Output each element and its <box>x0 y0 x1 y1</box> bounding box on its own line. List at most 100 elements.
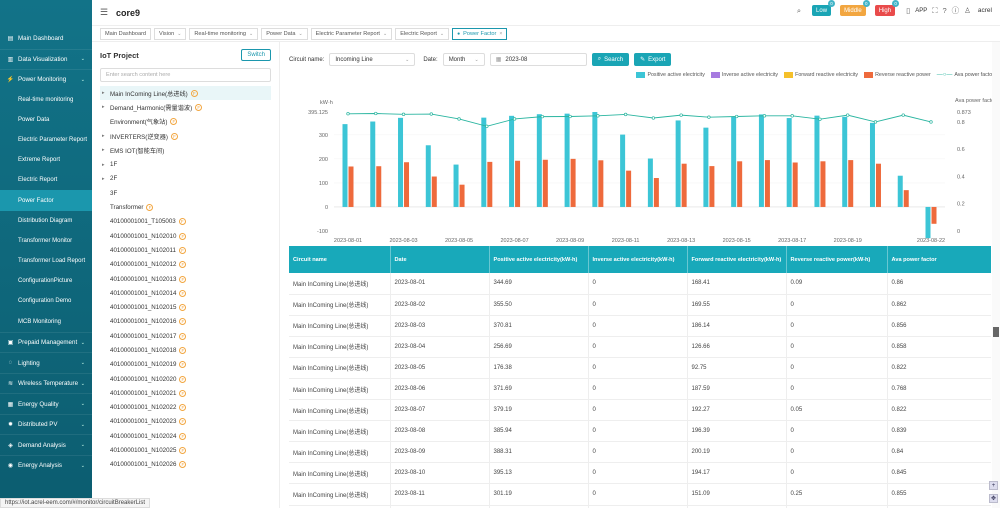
table-row[interactable]: Main InComing Line(总进线) 2023-08-02 355.50 0… <box>289 294 991 316</box>
legend-item[interactable]: Forward reactive electricity <box>784 72 858 78</box>
tab[interactable]: ● Power Factor × <box>452 27 508 40</box>
power-factor-point[interactable] <box>762 114 767 118</box>
bar[interactable] <box>764 160 770 207</box>
sidebar-item[interactable]: ✹ Distributed PV ⌄ <box>0 413 92 435</box>
power-factor-point[interactable] <box>679 113 683 117</box>
power-factor-point[interactable] <box>846 113 850 117</box>
sidebar-subitem[interactable]: Power Data <box>0 110 92 130</box>
tree-node[interactable]: 40100001001_N102015 F <box>100 300 271 314</box>
power-factor-point[interactable] <box>568 114 572 119</box>
tree-node[interactable]: 40100001001_N102020 F <box>100 372 271 386</box>
table-row[interactable]: Main InComing Line(总进线) 2023-08-01 344.69 0… <box>289 273 991 295</box>
bar[interactable] <box>592 111 598 207</box>
power-factor-point[interactable] <box>457 117 461 121</box>
tree-node[interactable]: ▸ Main InComing Line(总进线) F <box>100 86 271 101</box>
tree-node[interactable]: 40100001001_N102022 F <box>100 401 271 415</box>
tree-node[interactable]: 40100001001_N102016 F <box>100 315 271 329</box>
sidebar-item[interactable]: ▤ Main Dashboard <box>0 28 92 49</box>
sidebar-subitem[interactable]: Transformer Monitor <box>0 231 92 251</box>
expand-arrow-icon[interactable]: ▸ <box>102 90 105 97</box>
expand-arrow-icon[interactable]: ▸ <box>102 175 105 182</box>
sidebar-item[interactable]: ◉ Energy Analysis ⌄ <box>0 454 92 476</box>
bar[interactable] <box>598 160 604 207</box>
tree-node[interactable]: 40100001001_N102019 F <box>100 358 271 372</box>
hamburger-menu-icon[interactable]: ☰ <box>100 7 109 17</box>
sidebar-subitem[interactable]: MCB Monitoring <box>0 312 92 332</box>
bar[interactable] <box>737 161 743 207</box>
power-factor-point[interactable] <box>873 120 878 124</box>
table-row[interactable]: Main InComing Line(总进线) 2023-08-04 256.69 0… <box>289 336 991 358</box>
table-row[interactable]: Main InComing Line(总进线)2023-08-12201.630… <box>289 505 991 508</box>
phone-icon[interactable]: ▯ <box>906 6 911 15</box>
sidebar-subitem[interactable]: Electric Parameter Report <box>0 130 92 150</box>
tree-node[interactable]: 3F <box>100 186 271 200</box>
page-scrollbar[interactable] <box>992 42 1000 508</box>
bar[interactable] <box>842 116 848 207</box>
bar[interactable] <box>376 166 382 207</box>
tree-node[interactable]: 40100001001_N102021 F <box>100 386 271 400</box>
power-factor-point[interactable] <box>818 117 822 121</box>
tree-node[interactable]: Transformer F <box>100 200 271 214</box>
info-icon[interactable]: ⓘ <box>951 6 960 15</box>
tree-node[interactable]: 40100001001_N102014 F <box>100 286 271 300</box>
expand-arrow-icon[interactable]: ▸ <box>102 104 105 111</box>
tab[interactable]: Power Data ⌄ <box>261 27 308 40</box>
shirt-icon[interactable]: ♙ <box>964 6 971 15</box>
bar[interactable] <box>931 206 937 224</box>
bar[interactable] <box>570 158 576 207</box>
tree-node[interactable]: ▸ Demand_Harmonic(需量谐波) F <box>100 100 271 114</box>
table-row[interactable]: Main InComing Line(总进线) 2023-08-11 301.19 0… <box>289 483 991 506</box>
bar[interactable] <box>709 166 715 207</box>
power-factor-point[interactable] <box>540 114 544 119</box>
sidebar-subitem[interactable]: Extreme Report <box>0 150 92 170</box>
tab[interactable]: Main Dashboard <box>100 27 152 40</box>
tab[interactable]: Real-time monitoring ⌄ <box>189 27 259 40</box>
user-name[interactable]: acrel <box>977 7 992 14</box>
power-factor-point[interactable] <box>401 112 406 116</box>
help-icon[interactable]: ? <box>942 6 947 15</box>
sidebar-item[interactable]: ◌ Lighting ⌄ <box>0 352 92 373</box>
table-header-cell[interactable]: Date <box>390 246 490 273</box>
bar[interactable] <box>820 161 826 207</box>
sidebar-item[interactable]: ▦ Energy Quality ⌄ <box>0 393 92 414</box>
bar[interactable] <box>425 145 431 207</box>
bar[interactable] <box>542 159 548 207</box>
fullscreen-icon[interactable]: ⛶ <box>932 5 938 15</box>
table-header-cell[interactable]: Forward reactive electricity(kW-h) <box>687 246 787 273</box>
tree-node[interactable]: 40100001001_N102018 F <box>100 343 271 357</box>
table-header-cell[interactable]: Circuit name <box>289 246 391 273</box>
expand-arrow-icon[interactable]: ▸ <box>102 147 105 154</box>
power-factor-point[interactable] <box>623 112 628 117</box>
bar[interactable] <box>626 170 632 207</box>
tree-node[interactable]: 40100001001_N102012 F <box>100 258 271 272</box>
search-button[interactable]: ⌕ Search <box>591 53 630 66</box>
sidebar-subitem[interactable]: Transformer Load Report <box>0 251 92 271</box>
legend-item[interactable]: Reverse reactive power <box>864 72 931 78</box>
alarm-badge[interactable]: Middle 0 <box>840 0 870 16</box>
table-row[interactable]: Main InComing Line(总进线) 2023-08-05 176.38 0… <box>289 357 991 379</box>
power-factor-point[interactable] <box>346 112 350 116</box>
tree-node[interactable]: ▸ 2F <box>100 172 271 186</box>
power-factor-point[interactable] <box>735 114 739 119</box>
tab[interactable]: Electric Parameter Report ⌄ <box>310 27 393 40</box>
power-factor-point[interactable] <box>901 113 905 117</box>
expand-arrow-icon[interactable]: ▸ <box>102 161 105 168</box>
sidebar-subitem[interactable]: Power Factor <box>0 190 92 211</box>
table-header-cell[interactable]: Positive active electricity(kW-h) <box>489 246 589 273</box>
power-factor-point[interactable] <box>374 111 378 116</box>
power-factor-point[interactable] <box>929 120 933 124</box>
tree-node[interactable]: 40100001001_T105003 F <box>100 215 271 229</box>
bar[interactable] <box>814 115 820 207</box>
bar[interactable] <box>536 114 542 207</box>
bar[interactable] <box>925 206 931 239</box>
tree-node[interactable]: ▸ EMS IOT(智能车间) <box>100 143 271 157</box>
bar[interactable] <box>897 175 903 207</box>
tab[interactable]: Vision ⌄ <box>154 27 187 40</box>
power-factor-point[interactable] <box>596 114 600 118</box>
table-row[interactable]: Main InComing Line(总进线) 2023-08-03 370.81 0… <box>289 315 991 337</box>
legend-item[interactable]: —○— Ava power factor <box>937 72 994 78</box>
power-factor-point[interactable] <box>512 117 517 121</box>
circuit-select[interactable]: Incoming Line ⌄ <box>329 53 416 66</box>
bar[interactable] <box>869 122 875 207</box>
power-factor-point[interactable] <box>485 124 489 128</box>
